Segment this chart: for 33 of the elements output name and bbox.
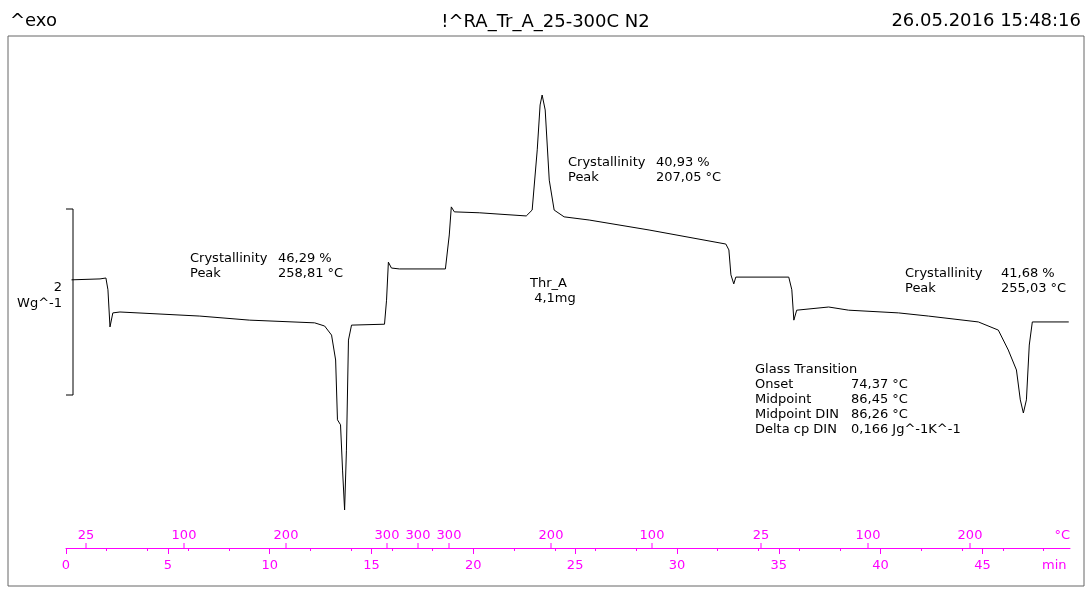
annotation: 100 [639, 526, 665, 542]
x-tick-label: 45 [974, 557, 991, 572]
annotation: 300 [436, 526, 462, 542]
annotation: 200 [538, 526, 564, 542]
x-tick-label: 10 [261, 557, 278, 572]
annotation: Thr_A 4,1mg [529, 275, 576, 305]
text: Crystallinity 46,29 % Peak 258,81 °C [190, 250, 344, 280]
annotation: 100 [171, 526, 197, 542]
x-tick-label: 15 [363, 557, 380, 572]
x-axis-title: min [1042, 557, 1067, 572]
x-tick-label: 30 [668, 557, 686, 572]
x-tick-label: 35 [770, 557, 788, 572]
x-tick-label: 0 [61, 557, 71, 572]
text: Crystallinity 41,68 % Peak 255,03 °C [905, 265, 1067, 295]
annotation: 300 [374, 526, 400, 542]
annotation: 200 [957, 526, 983, 542]
x-tick-label: 5 [163, 557, 172, 572]
text: 2 [53, 279, 62, 294]
annotation: 100 [855, 526, 881, 542]
text: ^exo [10, 8, 57, 30]
x-tick-label: 20 [465, 557, 482, 572]
annotation: °C [1054, 527, 1070, 542]
annotation: 200 [273, 526, 299, 542]
annotation: 25 [77, 526, 95, 542]
text: 26.05.2016 15:48:16 [891, 8, 1081, 30]
text: Glass Transition Onset 74,37 °C Midpoint 86,45 °C Midpoint DIN 86,26 °C Delta cp DIN 0,166 Jg^-1K^-1 [755, 361, 961, 436]
y-axis-title: Wg^-1 [17, 295, 62, 310]
annotation: 300 [405, 526, 431, 542]
annotation: 25 [752, 526, 770, 542]
text: Crystallinity 40,93 % Peak 207,05 °C [568, 154, 722, 184]
chart-title: !^RA_Tr_A_25-300C N2 [441, 9, 650, 32]
x-tick-label: 25 [566, 557, 584, 572]
x-tick-label: 40 [872, 557, 889, 572]
